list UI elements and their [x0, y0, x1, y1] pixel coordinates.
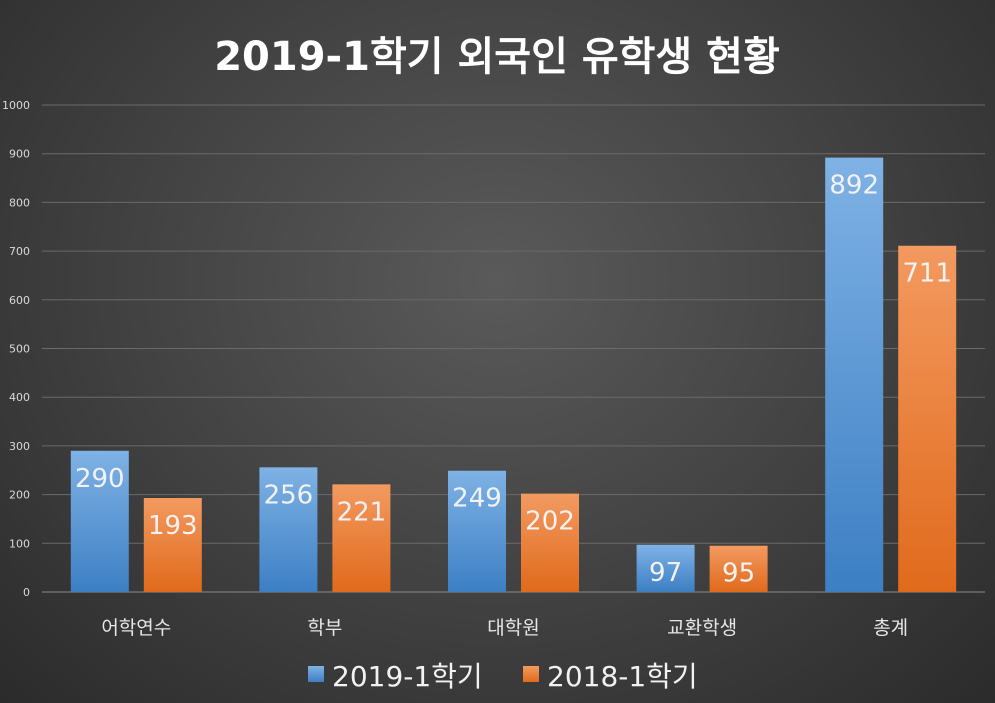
bar-series2-1: [332, 484, 391, 592]
legend-swatch: [308, 666, 324, 682]
bar-series1-4: [825, 157, 884, 592]
data-label: 202: [525, 507, 575, 537]
y-tick-label: 600: [9, 294, 30, 307]
y-tick-label: 200: [9, 489, 30, 502]
data-labels: 290 193 256 221 249 202 97 95 892 711: [75, 171, 952, 589]
bar-series1-3: [636, 544, 695, 592]
data-label: 193: [148, 511, 198, 541]
y-tick-label: 800: [9, 196, 30, 209]
data-label: 95: [722, 559, 755, 589]
x-tick-label: 대학원: [487, 617, 539, 639]
data-label: 97: [649, 558, 682, 588]
y-tick-label: 500: [9, 343, 30, 356]
y-tick-label: 300: [9, 440, 30, 453]
data-label: 249: [452, 484, 502, 514]
y-tick-label: 900: [9, 148, 30, 161]
x-tick-label: 총계: [873, 617, 908, 639]
legend-swatch: [523, 666, 539, 682]
x-tick-label: 학부: [307, 617, 342, 639]
bar-series1-1: [259, 467, 318, 592]
bar-series1-0: [70, 450, 129, 592]
data-label: 256: [264, 480, 314, 510]
y-tick-label: 0: [23, 586, 30, 599]
bar-series2-3: [709, 545, 768, 592]
bar-series1-2: [448, 470, 506, 592]
bar-series2-0: [143, 498, 202, 592]
data-label: 892: [829, 171, 879, 201]
data-label: 711: [902, 259, 952, 289]
y-tick-label: 1000: [2, 99, 30, 112]
x-tick-label: 교환학생: [667, 617, 737, 639]
legend-label: 2018-1학기: [547, 660, 698, 693]
x-tick-label: 어학연수: [101, 617, 171, 639]
legend-label: 2019-1학기: [332, 660, 483, 693]
x-axis-ticks: 어학연수 학부 대학원 교환학생 총계: [101, 617, 908, 639]
legend: 2019-1학기 2018-1학기: [308, 660, 698, 693]
y-tick-label: 700: [9, 245, 30, 258]
y-tick-label: 400: [9, 391, 30, 404]
bar-series2-2: [521, 493, 579, 592]
chart-title: 2019-1학기 외국인 유학생 현황: [214, 34, 780, 80]
data-label: 290: [75, 464, 125, 494]
data-label: 221: [337, 497, 387, 527]
bar-series2-4: [898, 245, 957, 593]
y-tick-label: 100: [9, 537, 30, 550]
bars: [70, 157, 957, 593]
y-axis-ticks: 0 100 200 300 400 500 600 700 800 900 1000: [2, 99, 30, 599]
